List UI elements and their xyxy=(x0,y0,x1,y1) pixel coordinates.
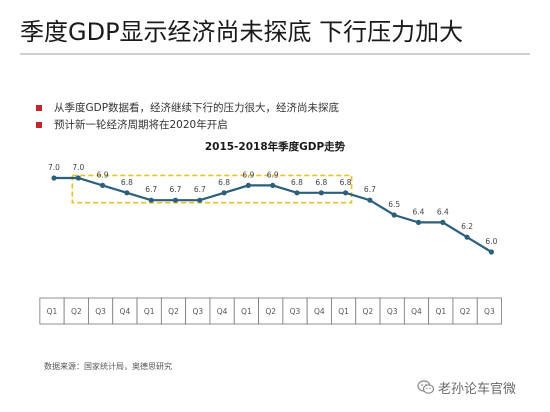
x-tick-label: Q2 xyxy=(71,307,82,316)
x-tick-label: Q4 xyxy=(411,307,422,316)
x-tick-label: Q1 xyxy=(435,307,446,316)
data-label: 6.8 xyxy=(218,178,230,187)
gdp-series-line xyxy=(54,176,492,253)
data-label: 6.8 xyxy=(121,178,133,187)
x-tick-label: Q3 xyxy=(290,307,301,316)
x-axis-cell xyxy=(209,297,235,325)
highlight-band xyxy=(71,174,353,204)
bullet-item: 从季度GDP数据看，经济继续下行的压力很大，经济尚未探底 xyxy=(36,100,339,117)
data-point xyxy=(51,175,57,181)
data-label: 6.8 xyxy=(340,178,352,187)
x-tick-label: Q4 xyxy=(217,307,228,316)
data-label: 7.0 xyxy=(72,163,84,172)
data-point xyxy=(172,197,179,203)
data-source-note: 数据来源：国家统计局，奥德思研究 xyxy=(44,362,172,371)
x-tick-label: Q1 xyxy=(338,307,349,316)
data-label: 6.7 xyxy=(145,185,157,194)
x-axis-cell xyxy=(452,297,478,325)
data-point xyxy=(440,219,446,225)
x-tick-label: Q1 xyxy=(47,307,58,316)
data-point xyxy=(488,249,494,255)
x-tick-label: Q3 xyxy=(387,307,398,316)
square-bullet-icon xyxy=(36,122,42,128)
x-tick-label: Q2 xyxy=(363,307,374,316)
data-label: 7.0 xyxy=(48,163,60,172)
x-tick-label: Q1 xyxy=(144,307,155,316)
x-tick-label: Q2 xyxy=(265,307,276,316)
data-label: 6.7 xyxy=(170,185,182,194)
x-tick-label: Q4 xyxy=(314,307,325,316)
data-point xyxy=(294,190,300,196)
data-label: 6.4 xyxy=(437,207,449,216)
data-point xyxy=(415,219,422,225)
data-label: 6.8 xyxy=(315,178,327,187)
x-axis-cell xyxy=(282,297,308,325)
wechat-icon xyxy=(417,380,435,394)
data-point xyxy=(391,212,397,218)
x-axis-cell xyxy=(476,297,502,325)
data-point xyxy=(100,182,106,188)
x-axis-cell xyxy=(403,297,430,325)
x-axis-cell xyxy=(185,297,211,325)
x-axis-cell xyxy=(331,297,357,325)
data-point xyxy=(245,182,251,188)
bullet-text: 从季度GDP数据看，经济继续下行的压力很大，经济尚未探底 xyxy=(54,102,340,114)
data-point xyxy=(367,197,373,203)
square-bullet-icon xyxy=(36,105,42,111)
x-tick-label: Q2 xyxy=(460,307,471,316)
data-point xyxy=(148,197,154,203)
data-label: 6.0 xyxy=(485,237,497,246)
data-point xyxy=(318,190,324,196)
data-label: 6.8 xyxy=(291,178,303,187)
data-label: 6.4 xyxy=(413,207,425,216)
x-tick-label: Q3 xyxy=(192,307,203,316)
x-axis-cell xyxy=(355,297,381,325)
data-label: 6.9 xyxy=(267,170,279,179)
data-label: 6.7 xyxy=(194,185,206,194)
x-tick-label: Q3 xyxy=(95,307,106,316)
x-tick-label: Q2 xyxy=(168,307,179,316)
bullet-text: 预计新一轮经济周期将在2020年开启 xyxy=(54,119,228,131)
title-divider xyxy=(20,53,530,55)
x-axis-cell xyxy=(428,297,454,325)
x-tick-label: Q4 xyxy=(120,307,131,316)
x-axis-cell xyxy=(39,297,65,325)
page-title: 季度GDP显示经济尚未探底 下行压力加大 xyxy=(20,18,464,46)
data-label: 6.9 xyxy=(97,170,109,179)
data-point xyxy=(221,190,227,196)
watermark-name: 老孙论车官微 xyxy=(438,381,517,397)
data-label: 6.9 xyxy=(242,170,254,179)
bullet-list: 从季度GDP数据看，经济继续下行的压力很大，经济尚未探底 预计新一轮经济周期将在… xyxy=(36,100,339,134)
data-label: 6.7 xyxy=(364,185,376,194)
data-point xyxy=(197,197,203,203)
x-axis-cell xyxy=(379,297,405,325)
data-label: 6.2 xyxy=(461,222,473,231)
x-tick-label: Q1 xyxy=(241,307,252,316)
data-point xyxy=(270,182,276,188)
x-axis-cell xyxy=(306,297,332,325)
data-point xyxy=(464,234,470,240)
data-point xyxy=(124,190,130,196)
data-point xyxy=(75,175,81,181)
x-axis-cell xyxy=(233,297,259,325)
chart-title: 2015-2018年季度GDP走势 xyxy=(204,141,346,153)
data-point xyxy=(343,190,349,196)
bullet-item: 预计新一轮经济周期将在2020年开启 xyxy=(36,117,339,134)
x-tick-label: Q3 xyxy=(484,307,495,316)
data-label: 6.5 xyxy=(388,200,400,209)
watermark: 老孙论车官微 xyxy=(417,378,517,397)
